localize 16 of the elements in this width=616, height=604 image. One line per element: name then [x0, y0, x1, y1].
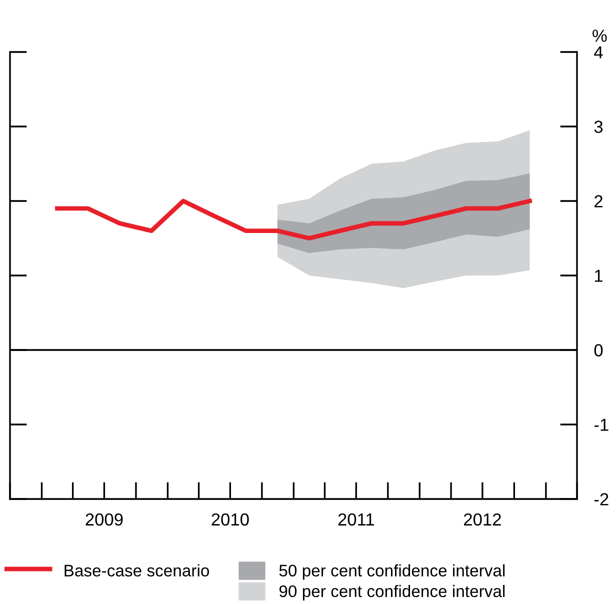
y-tick-label: 2	[594, 195, 602, 208]
y-tick-label: 0	[594, 344, 603, 356]
y-tick-label: 4	[594, 46, 603, 58]
legend-label: 50 per cent confidence interval	[279, 564, 505, 580]
y-axis-title: %	[592, 30, 607, 42]
y-tick-label: 3	[594, 120, 603, 133]
y-tick-label: 1	[594, 270, 602, 282]
y-tick-label: -2	[594, 493, 608, 506]
y-tick-label: -1	[594, 418, 608, 431]
legend-label: 90 per cent confidence interval	[279, 584, 505, 600]
legend-label: Base-case scenario	[64, 564, 210, 576]
line-series	[55, 198, 532, 240]
x-tick-label: 2009	[86, 513, 123, 526]
x-tick-label: 2010	[212, 513, 249, 526]
x-tick-label: 2011	[338, 513, 374, 526]
x-tick-label: 2012	[464, 513, 501, 526]
